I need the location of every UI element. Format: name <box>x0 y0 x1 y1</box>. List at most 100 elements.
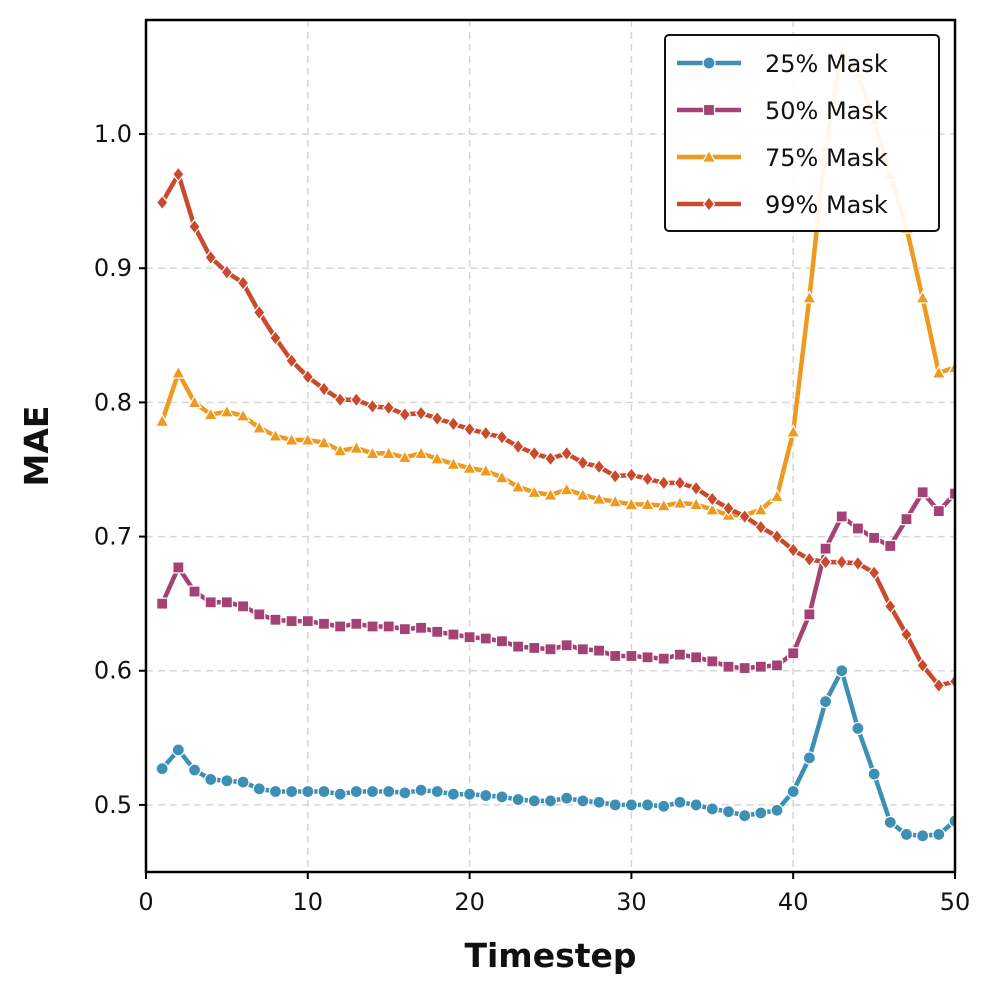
data-point-triangle <box>170 365 186 379</box>
data-point-circle <box>187 763 202 777</box>
data-point-square <box>592 644 606 657</box>
data-point-square <box>819 542 832 555</box>
data-point-diamond <box>349 391 363 408</box>
legend-entry: 50% Mask <box>677 97 888 125</box>
data-point-diamond <box>835 554 849 571</box>
data-point-diamond <box>204 249 218 266</box>
data-point-triangle <box>478 463 494 477</box>
data-point-diamond <box>430 410 444 427</box>
data-point-circle <box>463 787 477 801</box>
data-point-square <box>220 596 233 609</box>
data-point-square <box>463 631 476 644</box>
data-point-square <box>414 621 428 634</box>
data-point-square <box>269 613 282 626</box>
data-point-triangle <box>462 460 478 474</box>
axis-ticks: 0 10 20 30 40 50 0.5 0.6 0.7 0.8 0.9 1.0 <box>94 120 970 916</box>
data-point-circle <box>236 775 250 789</box>
data-point-circle <box>899 827 914 842</box>
data-point-square <box>884 539 897 553</box>
data-point-square <box>398 623 411 636</box>
data-point-triangle <box>542 487 559 501</box>
data-point-diamond <box>770 528 784 545</box>
data-point-triangle <box>300 432 316 446</box>
data-point-triangle <box>219 404 235 418</box>
data-point-triangle <box>672 495 688 509</box>
y-tick-label: 0.5 <box>94 791 132 819</box>
data-point-circle <box>721 805 736 819</box>
data-point-diamond <box>495 429 509 446</box>
data-point-square <box>366 620 379 633</box>
x-axis-title: Timestep <box>464 936 636 975</box>
data-point-circle <box>851 721 865 736</box>
data-point-square <box>851 522 865 535</box>
data-point-circle <box>624 798 639 812</box>
data-point-square <box>204 596 217 609</box>
data-point-circle <box>738 809 752 823</box>
y-tick-label: 0.7 <box>94 523 132 551</box>
data-point-circle <box>204 772 218 787</box>
data-point-triangle <box>701 149 717 163</box>
data-point-triangle <box>429 451 445 465</box>
data-point-square <box>722 660 735 673</box>
data-point-diamond <box>883 598 897 615</box>
data-point-triangle <box>947 359 955 374</box>
data-point-circle <box>818 694 833 709</box>
data-point-triangle <box>397 449 413 464</box>
data-point-circle <box>349 784 363 799</box>
data-point-diamond <box>285 352 298 369</box>
data-point-circle <box>414 783 428 797</box>
x-tick-label: 50 <box>940 888 971 916</box>
data-point-circle <box>916 829 930 843</box>
data-point-diamond <box>398 406 412 423</box>
data-point-triangle <box>769 488 785 503</box>
data-point-diamond <box>702 196 716 212</box>
data-point-diamond <box>916 657 930 674</box>
data-point-diamond <box>220 264 234 281</box>
data-point-circle <box>155 762 169 776</box>
data-point-triangle <box>575 487 591 501</box>
legend-entry: 25% Mask <box>677 50 888 78</box>
data-point-diamond <box>479 425 493 442</box>
data-point-square <box>641 651 654 664</box>
data-point-square <box>382 620 395 633</box>
data-point-diamond <box>317 381 331 397</box>
data-point-circle <box>802 751 816 765</box>
data-point-triangle <box>785 424 801 438</box>
data-point-diamond <box>851 555 865 572</box>
data-point-triangle <box>931 365 947 379</box>
data-point-square <box>900 513 913 526</box>
legend: 25% Mask 50% Mask 75% Mask 99% Mask <box>664 34 940 232</box>
data-point-square <box>835 510 848 523</box>
data-point-square <box>301 614 314 628</box>
data-point-triangle <box>494 469 510 484</box>
data-point-diamond <box>705 491 719 507</box>
data-point-diamond <box>382 399 396 416</box>
data-point-circle <box>171 743 185 757</box>
data-point-diamond <box>592 458 606 475</box>
data-point-triangle <box>445 456 461 470</box>
data-point-triangle <box>623 496 639 511</box>
legend-label: 25% Mask <box>765 50 888 78</box>
data-point-diamond <box>576 454 590 471</box>
data-point-square <box>916 486 929 499</box>
data-point-diamond <box>252 304 266 321</box>
data-point-diamond <box>544 450 557 467</box>
data-point-square <box>576 643 589 656</box>
series-line <box>159 172 955 688</box>
data-point-triangle <box>235 408 251 422</box>
data-point-triangle <box>316 434 332 449</box>
y-tick-label: 0.8 <box>94 388 132 416</box>
data-point-triangle <box>251 420 267 434</box>
data-point-square <box>625 649 638 663</box>
data-point-triangle <box>413 445 429 460</box>
data-point-circle <box>689 798 703 812</box>
data-point-circle <box>560 791 574 805</box>
data-point-diamond <box>657 474 671 491</box>
data-point-circle <box>673 795 687 809</box>
data-point-diamond <box>932 677 946 694</box>
data-point-square <box>867 531 881 545</box>
data-point-triangle <box>267 428 283 442</box>
data-point-circle <box>657 799 671 813</box>
data-point-square <box>706 655 719 668</box>
